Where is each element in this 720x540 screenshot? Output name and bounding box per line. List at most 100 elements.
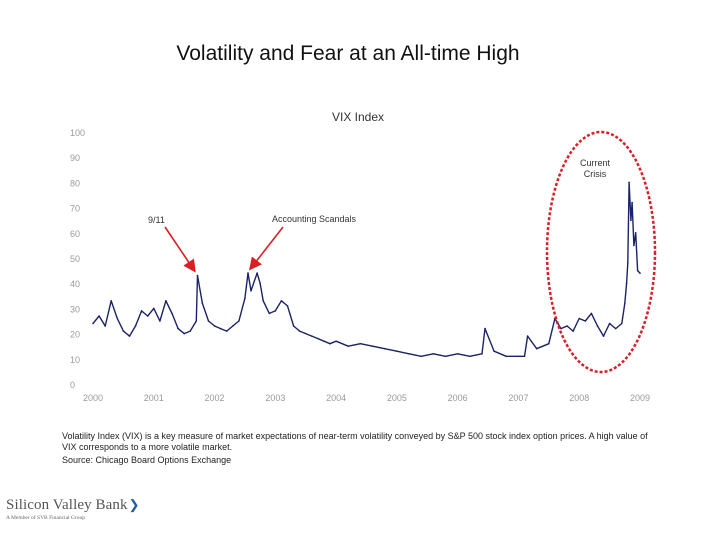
arrow-9-11	[164, 226, 196, 273]
y-tick-label: 40	[70, 279, 80, 289]
current-crisis-ellipse	[545, 130, 657, 374]
x-tick-label: 2000	[83, 393, 103, 403]
data-point	[444, 355, 447, 358]
data-point	[274, 310, 277, 312]
data-point	[213, 325, 216, 327]
data-point	[602, 335, 605, 337]
x-tick-label: 2005	[387, 393, 407, 403]
data-point	[631, 201, 633, 204]
data-point	[259, 282, 261, 285]
y-tick-label: 80	[70, 178, 80, 188]
annotation-9-11: 9/11	[148, 215, 165, 225]
data-point	[244, 297, 246, 300]
data-point	[624, 302, 626, 305]
data-point	[98, 315, 100, 317]
annotation-layer: 9/11 Accounting Scandals Current Crisis	[148, 130, 657, 374]
data-point	[535, 347, 538, 350]
data-point	[207, 320, 210, 322]
data-point	[347, 345, 350, 348]
y-tick-label: 0	[70, 380, 75, 390]
data-point	[256, 272, 258, 274]
data-point	[262, 300, 265, 302]
data-point	[189, 330, 191, 332]
slide-title: Volatility and Fear at an All-time High	[176, 42, 520, 65]
data-point	[578, 317, 580, 320]
data-point	[505, 355, 508, 358]
data-point	[116, 317, 119, 320]
x-tick-label: 2004	[326, 393, 346, 403]
data-point	[110, 300, 112, 302]
data-point	[219, 327, 222, 330]
data-point	[159, 320, 161, 322]
data-point	[628, 181, 630, 184]
data-point	[134, 325, 137, 327]
data-point	[250, 290, 252, 292]
data-point	[153, 307, 155, 310]
data-point	[469, 355, 471, 358]
chart-title: VIX Index	[332, 110, 384, 124]
data-point	[183, 332, 185, 335]
data-point	[383, 347, 386, 350]
data-point	[165, 300, 167, 302]
data-point	[636, 269, 639, 272]
y-tick-label: 60	[70, 229, 80, 239]
data-point	[311, 335, 313, 337]
y-tick-label: 70	[70, 204, 80, 214]
y-tick-label: 20	[70, 330, 80, 340]
data-point	[481, 353, 483, 355]
company-logo: Silicon Valley Bank❯ A Member of SVB Fin…	[6, 497, 140, 521]
data-point	[566, 325, 568, 327]
data-point	[584, 320, 587, 322]
y-tick-label: 30	[70, 304, 80, 314]
y-tick-label: 50	[70, 254, 80, 264]
data-point	[104, 325, 106, 327]
arrow-accounting-scandals	[249, 226, 284, 271]
data-point	[238, 320, 240, 322]
data-point	[177, 327, 179, 330]
data-point	[335, 340, 337, 343]
data-point	[268, 312, 271, 315]
data-point	[420, 355, 423, 358]
data-point	[630, 219, 632, 221]
x-tick-label: 2001	[144, 393, 164, 403]
vix-series-line	[92, 181, 641, 357]
x-axis: 2000 2001 2002 2003 2004 2005 2006 2007 2008 2009	[83, 393, 650, 403]
x-tick-label: 2002	[205, 393, 225, 403]
data-point	[408, 353, 410, 355]
data-point	[523, 355, 526, 358]
data-point	[298, 330, 301, 332]
y-tick-label: 10	[70, 355, 80, 365]
chart-caption: Volatility Index (VIX) is a key measure …	[62, 431, 648, 452]
chevron-right-icon: ❯	[128, 497, 140, 512]
x-tick-label: 2009	[630, 393, 650, 403]
data-point	[456, 353, 459, 355]
data-point	[195, 320, 198, 322]
data-point	[484, 327, 486, 330]
x-tick-label: 2007	[508, 393, 528, 403]
data-point	[128, 335, 131, 337]
data-point	[232, 325, 234, 327]
y-axis: 0 10 20 30 40 50 60 70 80 90 100	[70, 128, 85, 390]
data-point	[517, 355, 520, 358]
data-point	[225, 330, 228, 332]
data-point	[286, 305, 289, 307]
data-point	[548, 342, 550, 345]
data-point	[323, 340, 325, 343]
source-note: Source: Chicago Board Options Exchange	[62, 455, 232, 465]
x-tick-label: 2008	[569, 393, 589, 403]
data-point	[596, 325, 599, 327]
data-point	[292, 325, 295, 327]
data-point	[196, 274, 199, 277]
y-tick-label: 90	[70, 153, 80, 163]
data-point	[608, 322, 611, 325]
data-point	[146, 315, 149, 317]
series-layer	[92, 181, 641, 358]
data-point	[371, 345, 374, 348]
data-point	[92, 322, 94, 325]
y-tick-label: 100	[70, 128, 85, 138]
data-point	[329, 342, 331, 345]
data-point	[317, 337, 319, 340]
annotation-accounting-scandals: Accounting Scandals	[272, 214, 357, 224]
logo-tagline: A Member of SVB Financial Group	[6, 515, 85, 521]
